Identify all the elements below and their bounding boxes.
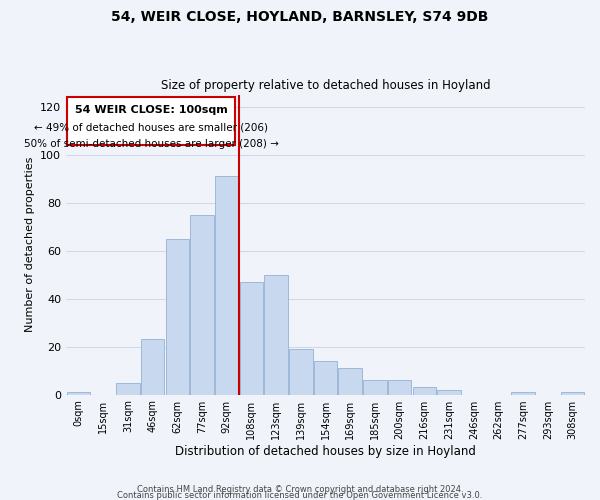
- Bar: [116, 382, 140, 394]
- Text: ← 49% of detached houses are smaller (206): ← 49% of detached houses are smaller (20…: [34, 122, 268, 132]
- Bar: [413, 388, 436, 394]
- Bar: [388, 380, 412, 394]
- Bar: [437, 390, 461, 394]
- Text: Contains HM Land Registry data © Crown copyright and database right 2024.: Contains HM Land Registry data © Crown c…: [137, 485, 463, 494]
- Bar: [239, 282, 263, 395]
- Bar: [141, 340, 164, 394]
- Bar: [67, 97, 235, 145]
- Text: 54, WEIR CLOSE, HOYLAND, BARNSLEY, S74 9DB: 54, WEIR CLOSE, HOYLAND, BARNSLEY, S74 9…: [112, 10, 488, 24]
- Bar: [190, 214, 214, 394]
- Bar: [265, 274, 288, 394]
- X-axis label: Distribution of detached houses by size in Hoyland: Distribution of detached houses by size …: [175, 444, 476, 458]
- Bar: [363, 380, 386, 394]
- Y-axis label: Number of detached properties: Number of detached properties: [25, 157, 35, 332]
- Bar: [67, 392, 90, 394]
- Bar: [215, 176, 238, 394]
- Text: Contains public sector information licensed under the Open Government Licence v3: Contains public sector information licen…: [118, 490, 482, 500]
- Bar: [314, 361, 337, 394]
- Text: 50% of semi-detached houses are larger (208) →: 50% of semi-detached houses are larger (…: [24, 139, 279, 149]
- Bar: [166, 238, 189, 394]
- Bar: [338, 368, 362, 394]
- Text: 54 WEIR CLOSE: 100sqm: 54 WEIR CLOSE: 100sqm: [75, 106, 227, 116]
- Title: Size of property relative to detached houses in Hoyland: Size of property relative to detached ho…: [161, 79, 490, 92]
- Bar: [511, 392, 535, 394]
- Bar: [561, 392, 584, 394]
- Bar: [289, 349, 313, 395]
